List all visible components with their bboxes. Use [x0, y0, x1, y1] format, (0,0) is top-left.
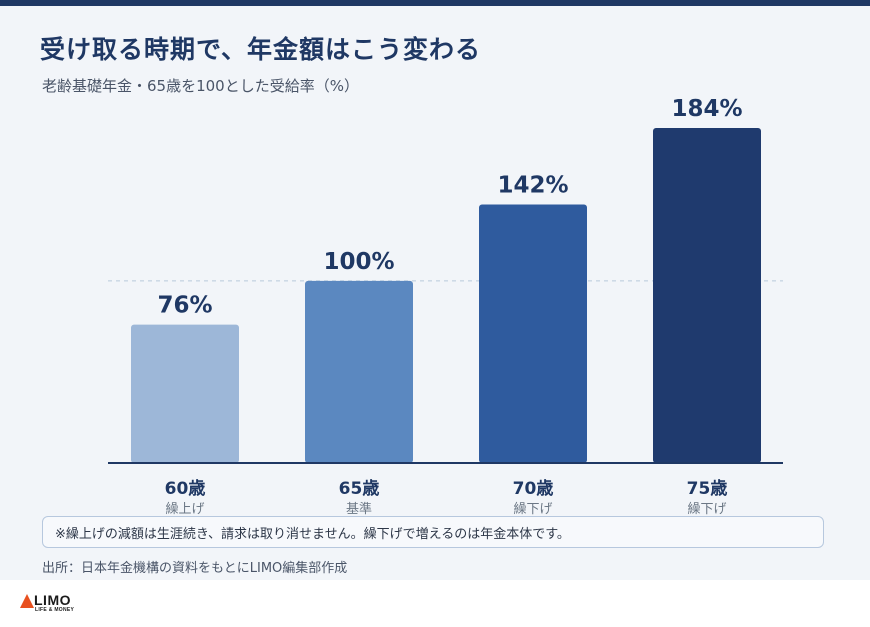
logo-flame-icon: [20, 594, 34, 608]
limo-logo: LIMO LIFE & MONEY: [20, 592, 90, 618]
bar-value-label-2: 142%: [497, 172, 568, 198]
x-sub-label-3: 繰下げ: [687, 502, 726, 517]
chart-subtitle: 老齢基礎年金・65歳を100とした受給率（%）: [42, 77, 359, 95]
logo-tagline: LIFE & MONEY: [35, 607, 75, 613]
x-sub-label-1: 基準: [346, 501, 372, 517]
x-tick-label-2: 70歳: [513, 478, 554, 499]
top-accent-bar: [0, 0, 870, 6]
x-sub-label-2: 繰下げ: [513, 502, 552, 517]
bar-2: [479, 204, 587, 463]
bar-value-label-0: 76%: [157, 293, 212, 319]
bar-value-label-3: 184%: [671, 96, 742, 122]
footer: [0, 580, 870, 627]
note-box: ※繰上げの減額は生涯続き、請求は取り消せません。繰下げで増えるのは年金本体です。: [42, 516, 824, 548]
logo-text: LIMO: [34, 592, 71, 608]
x-tick-label-1: 65歳: [339, 478, 380, 499]
bar-value-label-1: 100%: [323, 249, 394, 275]
source-text: 出所：日本年金機構の資料をもとにLIMO編集部作成: [42, 561, 348, 576]
x-tick-label-0: 60歳: [165, 478, 206, 499]
chart-title: 受け取る時期で、年金額はこう変わる: [40, 35, 482, 64]
bar-3: [653, 128, 761, 463]
x-tick-label-3: 75歳: [687, 478, 728, 499]
x-sub-label-0: 繰上げ: [165, 502, 204, 517]
bar-1: [305, 280, 413, 463]
bar-0: [131, 324, 239, 463]
